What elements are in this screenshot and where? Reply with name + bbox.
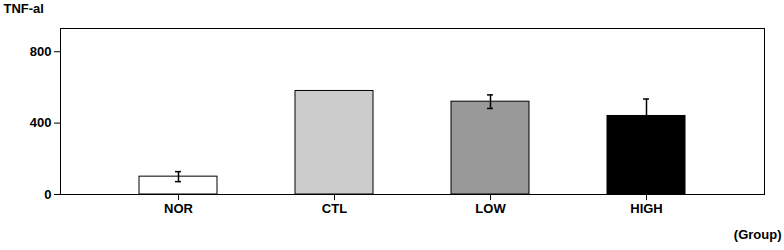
svg-text:CTL: CTL — [322, 201, 347, 216]
svg-text:400: 400 — [30, 115, 52, 130]
svg-text:800: 800 — [30, 44, 52, 59]
svg-text:LOW: LOW — [475, 201, 506, 216]
svg-text:TNF-al: TNF-al — [4, 1, 44, 16]
svg-text:0: 0 — [44, 187, 51, 202]
svg-text:HIGH: HIGH — [630, 201, 663, 216]
svg-text:NOR: NOR — [164, 201, 194, 216]
svg-text:(Group): (Group) — [734, 227, 782, 242]
